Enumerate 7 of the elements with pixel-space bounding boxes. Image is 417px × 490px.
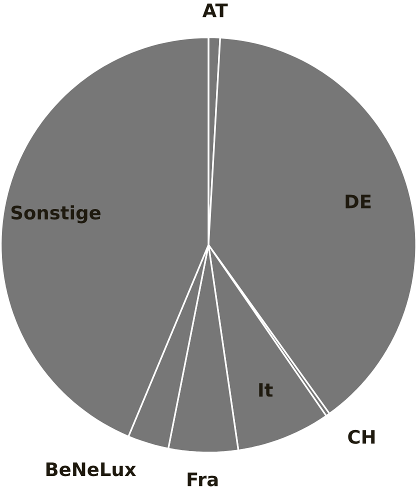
slice-label: It (259, 383, 273, 397)
slice-label: DE (346, 194, 371, 208)
slice-label: AT (202, 4, 228, 18)
slice-label: Sonstige (12, 205, 101, 224)
slice-label: BeNeLux (46, 462, 136, 476)
slice-label: CH (348, 430, 375, 444)
slice-label: Fra (188, 472, 218, 486)
